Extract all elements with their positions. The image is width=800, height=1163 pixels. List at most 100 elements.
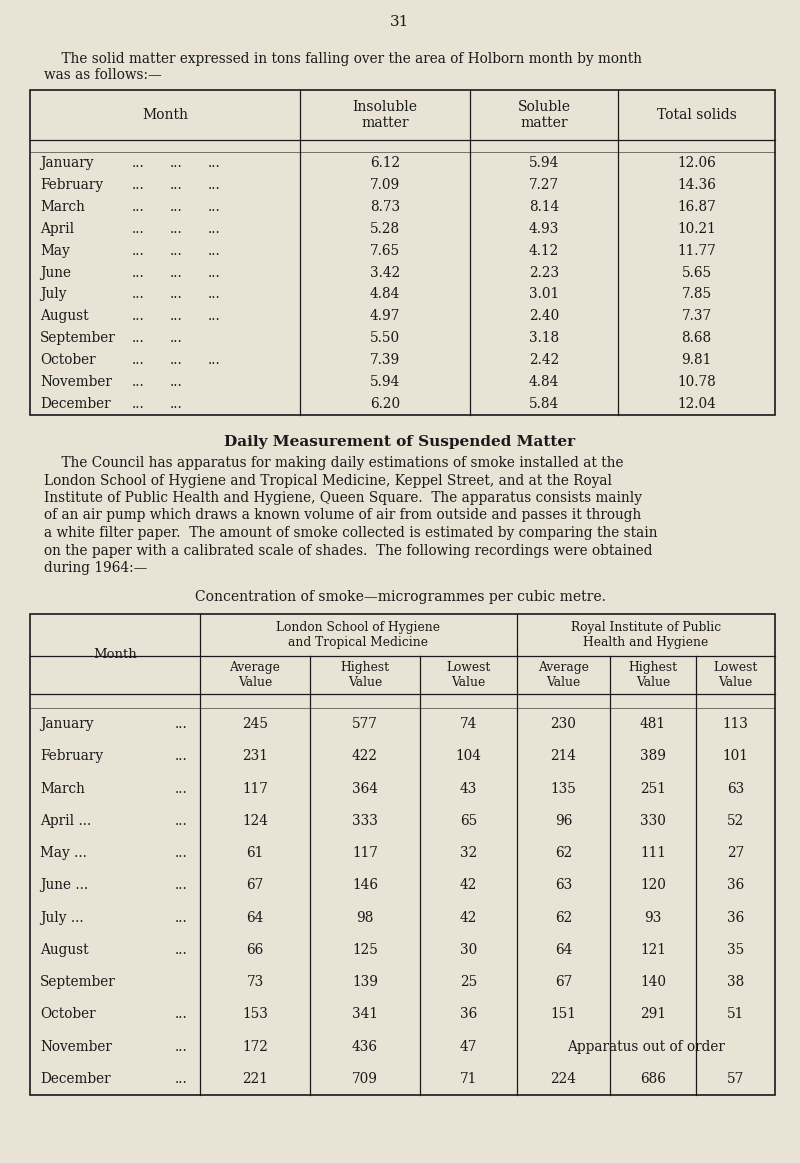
Text: 16.87: 16.87	[677, 200, 716, 214]
Text: October: October	[40, 1007, 96, 1021]
Text: ...: ...	[132, 243, 144, 258]
Text: ...: ...	[175, 847, 188, 861]
Text: ...: ...	[170, 287, 182, 301]
Text: 124: 124	[242, 814, 268, 828]
Text: ...: ...	[208, 200, 220, 214]
Text: 42: 42	[460, 878, 477, 892]
Text: ...: ...	[170, 243, 182, 258]
Text: 2.40: 2.40	[529, 309, 559, 323]
Text: 3.01: 3.01	[529, 287, 559, 301]
Text: 71: 71	[460, 1072, 477, 1086]
Text: ...: ...	[208, 287, 220, 301]
Text: ...: ...	[175, 943, 188, 957]
Text: 3.18: 3.18	[529, 331, 559, 345]
Text: ...: ...	[132, 287, 144, 301]
Text: 139: 139	[352, 975, 378, 989]
Text: Average
Value: Average Value	[230, 661, 281, 688]
Text: November: November	[40, 376, 112, 390]
Text: Concentration of smoke—microgrammes per cubic metre.: Concentration of smoke—microgrammes per …	[194, 590, 606, 604]
Text: 8.73: 8.73	[370, 200, 400, 214]
Text: 117: 117	[352, 847, 378, 861]
Text: October: October	[40, 354, 96, 368]
Text: Total solids: Total solids	[657, 108, 737, 122]
Text: ...: ...	[170, 354, 182, 368]
Text: 146: 146	[352, 878, 378, 892]
Text: 64: 64	[246, 911, 264, 925]
Text: December: December	[40, 1072, 110, 1086]
Text: 140: 140	[640, 975, 666, 989]
Text: a white filter paper.  The amount of smoke collected is estimated by comparing t: a white filter paper. The amount of smok…	[44, 526, 658, 540]
Text: ...: ...	[132, 156, 144, 170]
Text: 52: 52	[727, 814, 744, 828]
Text: 25: 25	[460, 975, 477, 989]
Text: 389: 389	[640, 749, 666, 763]
Text: ...: ...	[132, 331, 144, 345]
Text: 36: 36	[460, 1007, 477, 1021]
Text: 7.37: 7.37	[682, 309, 711, 323]
Text: 96: 96	[555, 814, 572, 828]
Text: ...: ...	[208, 243, 220, 258]
Text: London School of Hygiene and Tropical Medicine, Keppel Street, and at the Royal: London School of Hygiene and Tropical Me…	[44, 473, 612, 487]
Text: ...: ...	[175, 878, 188, 892]
Text: Highest
Value: Highest Value	[629, 661, 678, 688]
Text: November: November	[40, 1040, 112, 1054]
Text: ...: ...	[132, 397, 144, 411]
Text: ...: ...	[208, 354, 220, 368]
Text: June ...: June ...	[40, 878, 88, 892]
Text: ...: ...	[170, 309, 182, 323]
Text: 5.50: 5.50	[370, 331, 400, 345]
Text: 5.94: 5.94	[529, 156, 559, 170]
Text: ...: ...	[170, 331, 182, 345]
Text: 6.12: 6.12	[370, 156, 400, 170]
Text: ...: ...	[132, 265, 144, 279]
Text: of an air pump which draws a known volume of air from outside and passes it thro: of an air pump which draws a known volum…	[44, 508, 642, 522]
Text: March: March	[40, 782, 85, 795]
Text: 64: 64	[555, 943, 572, 957]
Text: 4.93: 4.93	[529, 222, 559, 236]
Text: 481: 481	[640, 718, 666, 732]
Text: Institute of Public Health and Hygiene, Queen Square.  The apparatus consists ma: Institute of Public Health and Hygiene, …	[44, 491, 642, 505]
Text: 422: 422	[352, 749, 378, 763]
Text: 231: 231	[242, 749, 268, 763]
Text: May: May	[40, 243, 70, 258]
Text: 7.85: 7.85	[682, 287, 711, 301]
Text: April: April	[40, 222, 74, 236]
Text: 251: 251	[640, 782, 666, 795]
Text: ...: ...	[208, 178, 220, 192]
Text: 63: 63	[555, 878, 572, 892]
Text: 62: 62	[555, 911, 572, 925]
Text: 291: 291	[640, 1007, 666, 1021]
Text: September: September	[40, 331, 116, 345]
Text: 4.84: 4.84	[370, 287, 400, 301]
Text: 57: 57	[727, 1072, 744, 1086]
Text: 5.65: 5.65	[682, 265, 711, 279]
Text: 113: 113	[722, 718, 749, 732]
Text: 333: 333	[352, 814, 378, 828]
Text: 8.68: 8.68	[682, 331, 711, 345]
Text: 30: 30	[460, 943, 477, 957]
Text: 4.97: 4.97	[370, 309, 400, 323]
Text: 230: 230	[550, 718, 577, 732]
Text: 5.94: 5.94	[370, 376, 400, 390]
Text: 135: 135	[550, 782, 577, 795]
Text: 7.39: 7.39	[370, 354, 400, 368]
Text: ...: ...	[132, 354, 144, 368]
Text: 36: 36	[727, 878, 744, 892]
Text: 577: 577	[352, 718, 378, 732]
Text: ...: ...	[132, 222, 144, 236]
Text: 4.84: 4.84	[529, 376, 559, 390]
Text: ...: ...	[175, 718, 188, 732]
Text: 73: 73	[246, 975, 264, 989]
Text: 214: 214	[550, 749, 577, 763]
Text: 67: 67	[555, 975, 572, 989]
Bar	[30, 614, 775, 1096]
Text: Daily Measurement of Suspended Matter: Daily Measurement of Suspended Matter	[225, 435, 575, 449]
Text: 42: 42	[460, 911, 477, 925]
Text: 27: 27	[727, 847, 744, 861]
Text: ...: ...	[175, 749, 188, 763]
Text: 330: 330	[640, 814, 666, 828]
Text: was as follows:—: was as follows:—	[44, 67, 162, 83]
Text: 11.77: 11.77	[677, 243, 716, 258]
Text: 3.42: 3.42	[370, 265, 400, 279]
Text: 38: 38	[727, 975, 744, 989]
